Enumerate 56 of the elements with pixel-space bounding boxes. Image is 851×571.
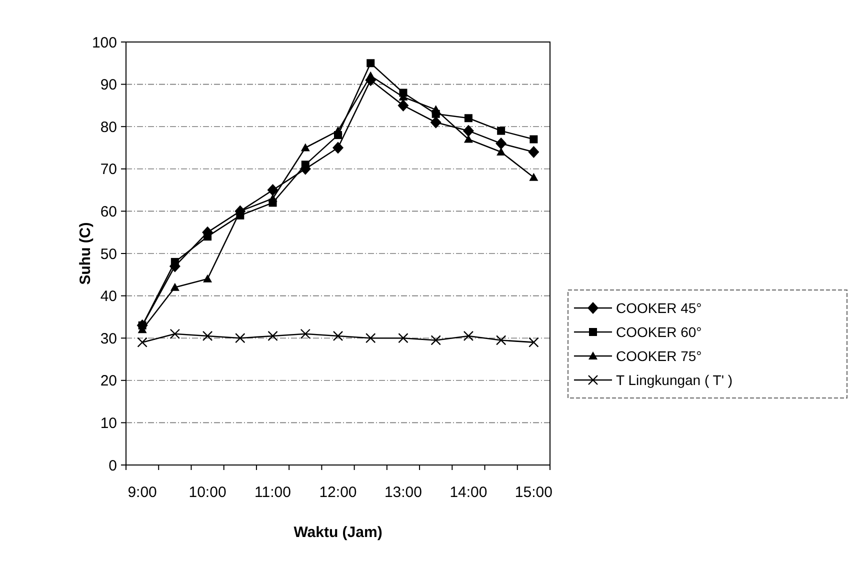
point [137, 337, 148, 348]
point [431, 105, 440, 114]
point [170, 258, 179, 266]
x-tick-label: 12:00 [319, 484, 357, 501]
point [203, 274, 212, 282]
point [530, 135, 538, 144]
y-tick-label: 40 [100, 288, 117, 306]
x-tick-label: 14:00 [450, 484, 488, 501]
point [170, 282, 180, 291]
y-tick-label: 20 [100, 372, 117, 390]
x-tick-label: 11:00 [254, 484, 291, 501]
point [462, 124, 474, 137]
point [300, 143, 310, 152]
y-tick-label: 30 [100, 330, 117, 348]
y-tick-label: 50 [100, 246, 117, 263]
point [464, 114, 472, 122]
point [170, 328, 180, 339]
point [430, 116, 442, 128]
legend-label: COOKER 60° [616, 324, 702, 340]
point [430, 335, 441, 346]
point [267, 184, 278, 196]
point [398, 333, 408, 344]
point [528, 146, 540, 158]
x-axis-title: Waktu (Jam) [294, 524, 382, 541]
point [332, 142, 344, 154]
point [497, 126, 506, 135]
y-tick-label: 70 [100, 161, 117, 178]
point [235, 333, 246, 344]
point [366, 333, 376, 344]
point [202, 330, 213, 342]
x-tick-label: 15:00 [514, 484, 552, 501]
point [332, 330, 344, 342]
y-tick-label: 90 [100, 76, 117, 94]
legend-label: T Lingkungan ( T' ) [616, 372, 733, 388]
y-tick-label: 100 [92, 34, 117, 52]
x-tick-label: 10:00 [188, 484, 226, 501]
point [268, 194, 278, 202]
point [268, 330, 278, 342]
point [398, 99, 409, 112]
point [300, 328, 310, 339]
x-tick-label: 9:00 [128, 484, 157, 501]
point [496, 138, 507, 150]
y-tick-label: 10 [100, 414, 117, 432]
point [366, 59, 375, 68]
y-tick-label: 80 [100, 118, 117, 136]
legend-label: COOKER 45° [616, 300, 702, 316]
point [496, 335, 506, 346]
point [528, 337, 539, 348]
point [463, 330, 474, 342]
y-axis-title: Suhu (C) [77, 222, 94, 285]
y-tick-label: 0 [108, 457, 117, 474]
x-tick-label: 13:00 [384, 484, 422, 501]
legend-label: COOKER 75° [616, 348, 702, 364]
point [529, 172, 538, 181]
point [334, 126, 342, 134]
y-tick-label: 60 [100, 203, 117, 220]
